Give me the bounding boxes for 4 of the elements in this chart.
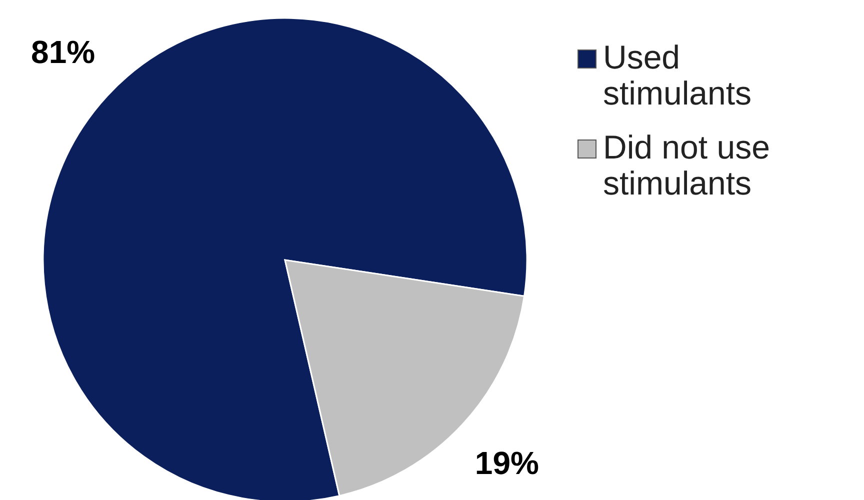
data-label: 19% [474,444,539,481]
legend-label: Did not use stimulants [603,128,770,202]
data-label: 81% [31,34,96,70]
legend-label: Used stimulants [603,38,752,112]
